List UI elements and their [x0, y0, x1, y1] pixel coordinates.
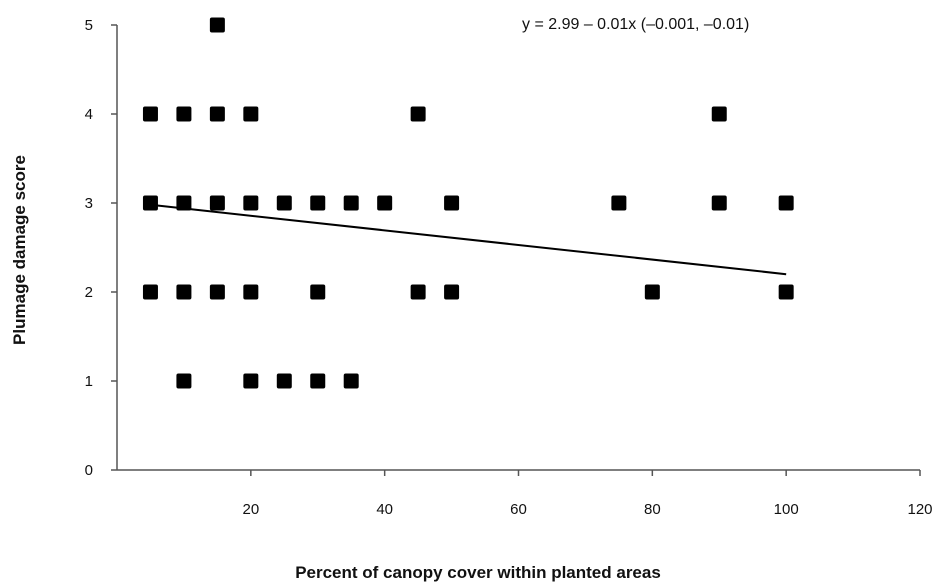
- data-point: [644, 284, 660, 300]
- data-point: [778, 284, 794, 300]
- x-tick-label: 120: [907, 501, 932, 518]
- data-point: [176, 195, 192, 211]
- data-point: [611, 195, 627, 211]
- data-point: [209, 17, 225, 33]
- data-point: [310, 373, 326, 389]
- x-axis-title: Percent of canopy cover within planted a…: [295, 563, 661, 582]
- data-point: [410, 284, 426, 300]
- y-tick-label: 1: [85, 373, 93, 390]
- data-point: [209, 195, 225, 211]
- y-tick-label: 5: [85, 17, 93, 34]
- data-point: [176, 284, 192, 300]
- data-point: [142, 195, 158, 211]
- data-point: [410, 106, 426, 122]
- data-point: [276, 195, 292, 211]
- data-point: [444, 284, 460, 300]
- data-point: [310, 284, 326, 300]
- x-tick-label: 60: [510, 501, 527, 518]
- data-points: [142, 17, 794, 389]
- data-point: [310, 195, 326, 211]
- trendline: [150, 203, 787, 276]
- x-tick-label: 100: [774, 501, 799, 518]
- data-point: [142, 106, 158, 122]
- data-point: [377, 195, 393, 211]
- data-point: [711, 106, 727, 122]
- x-tick-label: 40: [376, 501, 393, 518]
- data-point: [343, 373, 359, 389]
- data-point: [209, 284, 225, 300]
- y-tick-label: 2: [85, 284, 93, 301]
- data-point: [243, 106, 259, 122]
- data-point: [176, 106, 192, 122]
- data-point: [176, 373, 192, 389]
- data-point: [711, 195, 727, 211]
- y-tick-label: 3: [85, 195, 93, 212]
- data-point: [243, 195, 259, 211]
- x-tick-label: 20: [242, 501, 259, 518]
- data-point: [243, 373, 259, 389]
- data-point: [444, 195, 460, 211]
- data-point: [343, 195, 359, 211]
- data-point: [778, 195, 794, 211]
- y-ticks: 0 1 2 3 4 5: [85, 17, 117, 479]
- regression-annotation: y = 2.99 – 0.01x (–0.001, –0.01): [522, 16, 749, 33]
- y-tick-label: 0: [85, 462, 93, 479]
- data-point: [209, 106, 225, 122]
- y-axis-title: Plumage damage score: [10, 155, 29, 345]
- data-point: [243, 284, 259, 300]
- x-tick-label: 80: [644, 501, 661, 518]
- data-point: [276, 373, 292, 389]
- trendline-group: [150, 203, 787, 276]
- y-tick-label: 4: [85, 106, 93, 123]
- x-ticks: 20 40 60 80 100 120: [242, 470, 933, 518]
- data-point: [142, 284, 158, 300]
